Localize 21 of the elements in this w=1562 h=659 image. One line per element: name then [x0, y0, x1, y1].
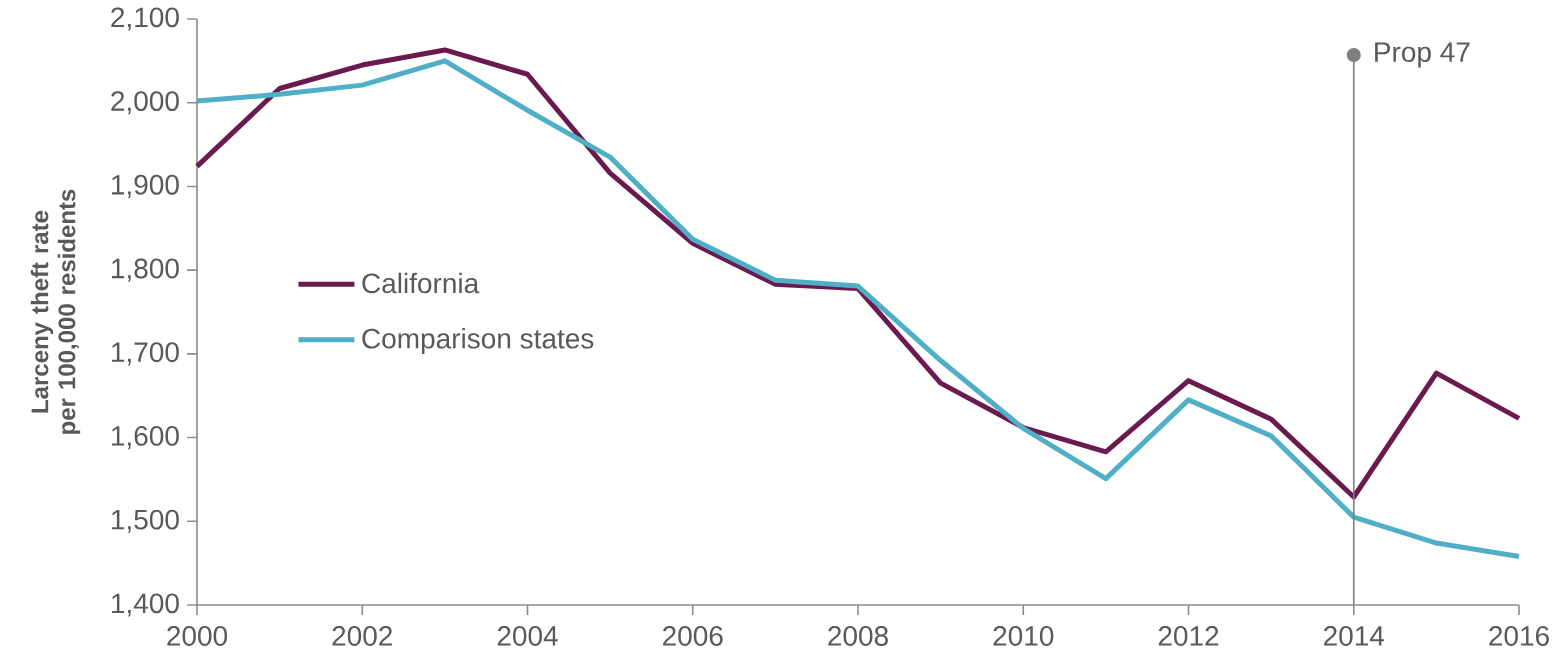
y-tick-label: 1,900: [112, 174, 179, 198]
x-tick-label: 2012: [1158, 626, 1219, 646]
x-tick-label: 2010: [993, 626, 1054, 646]
x-tick-label: 2006: [663, 626, 723, 646]
y-tick-label: 1,600: [112, 425, 179, 450]
y-tick-label: 1,400: [112, 593, 179, 617]
x-tick-label: 2000: [167, 626, 228, 646]
x-tick-label: 2014: [1324, 626, 1385, 646]
x-tick-label: 2008: [828, 626, 888, 646]
legend-label: California: [362, 272, 480, 294]
y-tick-label: 1,700: [112, 342, 179, 366]
legend-label: Comparison states: [362, 328, 594, 355]
y-tick-label: 2,100: [111, 7, 179, 31]
y-tick-label: 2,000: [111, 91, 179, 115]
y-axis-title: Larceny theft rate per 100,000 residents: [30, 189, 81, 434]
x-tick-label: 2002: [332, 626, 392, 646]
ref-line-label: Prop 47: [1375, 42, 1470, 68]
x-tick-label: 2004: [497, 626, 558, 646]
y-tick-label: 1,500: [112, 509, 179, 533]
x-tick-label: 2016: [1489, 626, 1549, 646]
y-tick-label: 1,800: [112, 258, 179, 282]
